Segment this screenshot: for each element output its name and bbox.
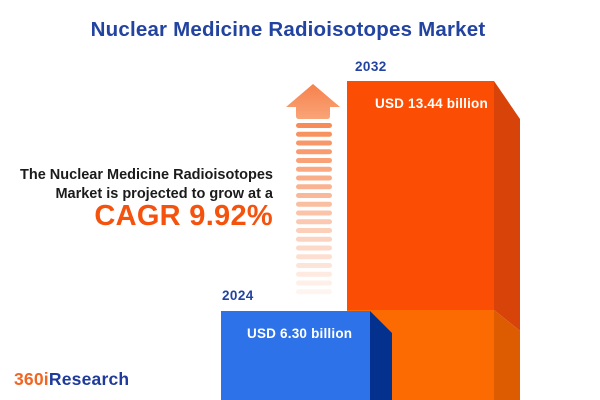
bar-2032-side-upper — [494, 81, 520, 331]
year-label-2024: 2024 — [222, 288, 254, 303]
bar-2024-side — [370, 311, 392, 400]
bar-2032-face-upper — [347, 81, 494, 310]
growth-arrow-stripes — [296, 123, 332, 295]
bar-2024-face — [221, 311, 370, 400]
logo-suffix: Research — [48, 369, 130, 389]
growth-arrow-head-icon — [286, 84, 340, 119]
company-logo: 360iResearch — [14, 369, 129, 390]
value-label-2032: USD 13.44 billion — [375, 96, 488, 111]
description-line-1: The Nuclear Medicine Radioisotopes — [20, 167, 273, 183]
cagr-value: CAGR 9.92% — [94, 200, 273, 232]
logo-prefix: 360i — [14, 369, 49, 389]
chart-title: Nuclear Medicine Radioisotopes Market — [90, 18, 486, 41]
year-label-2032: 2032 — [355, 59, 387, 74]
value-label-2024: USD 6.30 billion — [247, 326, 353, 341]
bar-2032-side-lower — [494, 310, 520, 400]
description-line-2: Market is projected to grow at a — [55, 186, 273, 202]
market-description: The Nuclear Medicine Radioisotopes Marke… — [0, 166, 273, 232]
